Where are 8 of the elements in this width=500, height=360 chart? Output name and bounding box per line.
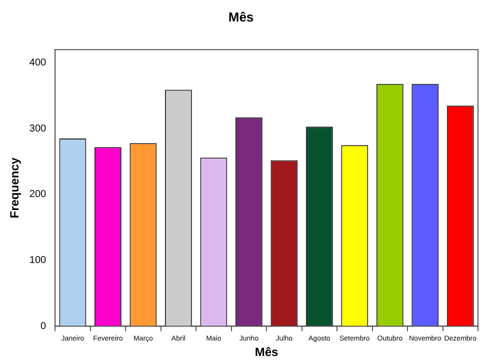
y-tick-label: 400 (29, 58, 47, 69)
chart-title: Mês (228, 9, 254, 24)
y-tick-label: 0 (40, 320, 47, 332)
y-tick-label: 300 (29, 123, 47, 134)
x-axis-title: Mês (254, 345, 279, 360)
y-axis-title: Frequency (8, 157, 22, 218)
y-tick-label: 100 (29, 255, 47, 266)
y-tick-label: 200 (29, 189, 47, 200)
